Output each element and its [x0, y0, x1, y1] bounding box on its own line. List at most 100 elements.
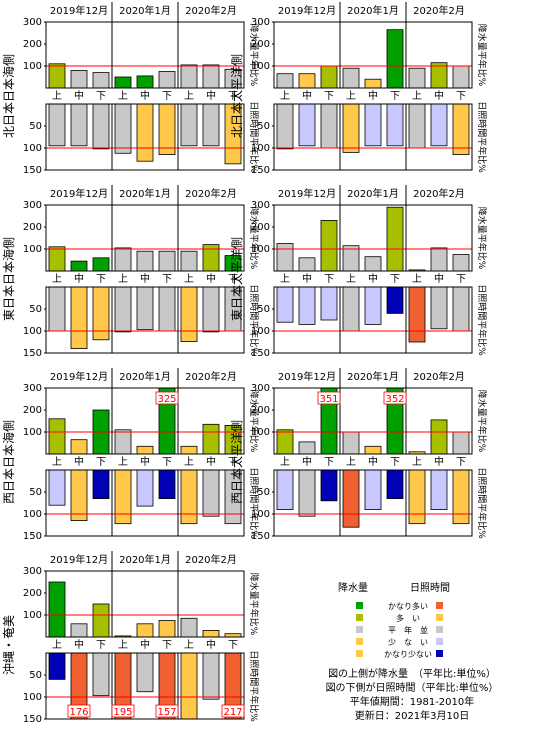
- month-label: 2019年12月: [278, 370, 336, 383]
- sunshine-bar: [48, 469, 66, 506]
- sunshine-bar: [276, 469, 294, 510]
- dekad-label: 上: [280, 456, 290, 468]
- precip-tick-label: 300: [251, 200, 270, 211]
- sunshine-bar: [276, 286, 294, 323]
- precip-bar: [48, 63, 66, 89]
- dekad-label: 下: [96, 640, 106, 651]
- precip-bar: [320, 65, 338, 89]
- sunshine-bar: [202, 103, 220, 147]
- precip-tick-label: 100: [251, 61, 270, 72]
- sunshine-bar: [114, 286, 132, 333]
- sunshine-bar: [408, 286, 426, 343]
- precip-bar: [364, 256, 382, 272]
- precip-plot-frame: [45, 387, 245, 455]
- sunshine-bar: [158, 103, 176, 155]
- precip-tick-label: 200: [23, 405, 42, 416]
- month-label: 2019年12月: [50, 553, 108, 566]
- precip-tick-label: 100: [251, 244, 270, 255]
- dekad-label: 上: [118, 639, 128, 651]
- precip-bar: [92, 603, 110, 638]
- precip-bar: [342, 67, 360, 89]
- precip-bar: [70, 439, 88, 455]
- offscale-callout-value: 176: [69, 707, 88, 718]
- dekad-label: 下: [456, 274, 466, 285]
- month-label: 2020年1月: [119, 4, 171, 17]
- sunshine-bar: [452, 286, 470, 332]
- dekad-label: 下: [228, 274, 238, 285]
- precip-bar: [114, 76, 132, 89]
- precip-bar: [136, 623, 154, 638]
- sun-axis-title: 日照時間平年比%: [248, 467, 260, 539]
- region-label: 東日本日本海側: [1, 237, 16, 321]
- dekad-label: 下: [162, 457, 172, 468]
- sunshine-bar: [320, 103, 338, 149]
- sunshine-bar: [202, 286, 220, 333]
- month-label: 2020年2月: [185, 4, 237, 17]
- dekad-label: 上: [184, 90, 194, 102]
- dekad-label: 中: [302, 455, 312, 468]
- offscale-callout-value: 157: [157, 707, 176, 718]
- precip-tick-label: 200: [251, 405, 270, 416]
- sunshine-bar: [114, 469, 132, 525]
- precip-bar: [386, 29, 404, 89]
- precip-tick-label: 100: [251, 427, 270, 438]
- sunshine-bar: [92, 652, 110, 697]
- offscale-callout-box: [155, 391, 179, 405]
- sun-tick-label: 50: [257, 121, 270, 132]
- month-label: 2019年12月: [50, 4, 108, 17]
- legend-note: 図の上側が降水量 （平年比:単位%）: [328, 667, 496, 680]
- sun-tick-label: 100: [251, 143, 270, 154]
- dekad-label: 中: [74, 455, 84, 468]
- dekad-label: 上: [184, 456, 194, 468]
- dekad-label: 下: [96, 457, 106, 468]
- sunshine-bar: [92, 469, 110, 500]
- sunshine-bar: [342, 469, 360, 528]
- sunshine-bar: [276, 103, 294, 150]
- dekad-label: 上: [412, 456, 422, 468]
- dekad-label: 中: [302, 272, 312, 285]
- precip-plot-frame: [273, 387, 473, 455]
- precip-tick-label: 300: [23, 383, 42, 394]
- precip-tick-label: 300: [251, 383, 270, 394]
- region-label: 沖縄・奄美: [1, 615, 16, 675]
- sun-axis-title: 日照時間平年比%: [476, 101, 488, 173]
- dekad-label: 中: [302, 89, 312, 102]
- offscale-callout-box: [221, 704, 245, 718]
- precip-plot-frame: [273, 21, 473, 89]
- dekad-label: 上: [118, 456, 128, 468]
- legend-sun-swatch: [436, 650, 443, 657]
- precip-bar: [298, 257, 316, 272]
- sunshine-bar: [408, 469, 426, 525]
- sun-tick-label: 150: [23, 531, 42, 542]
- sun-axis-title: 日照時間平年比%: [248, 650, 260, 722]
- dekad-label: 上: [346, 90, 356, 102]
- sunshine-bar: [136, 469, 154, 507]
- precip-plot-frame: [45, 21, 245, 89]
- sunshine-bar: [48, 652, 66, 680]
- dekad-label: 下: [456, 457, 466, 468]
- sunshine-bar: [202, 469, 220, 517]
- sunshine-bar: [48, 286, 66, 332]
- sun-tick-label: 150: [251, 165, 270, 176]
- precip-axis-title: 降水量平年比%: [476, 24, 488, 87]
- precip-bar: [180, 250, 198, 272]
- sunshine-bar: [70, 286, 88, 349]
- legend-note: 更新日：2021年3月10日: [355, 709, 470, 722]
- month-label: 2020年2月: [185, 370, 237, 383]
- dekad-label: 上: [412, 90, 422, 102]
- precip-axis-title: 降水量平年比%: [476, 207, 488, 270]
- dekad-label: 上: [184, 273, 194, 285]
- dekad-label: 上: [118, 90, 128, 102]
- sunshine-bar: [342, 286, 360, 332]
- sun-tick-label: 150: [23, 714, 42, 725]
- sun-tick-label: 150: [23, 348, 42, 359]
- sunshine-bar: [180, 469, 198, 525]
- precip-tick-label: 100: [23, 427, 42, 438]
- month-label: 2019年12月: [278, 4, 336, 17]
- precip-bar: [386, 206, 404, 272]
- dekad-label: 中: [74, 638, 84, 651]
